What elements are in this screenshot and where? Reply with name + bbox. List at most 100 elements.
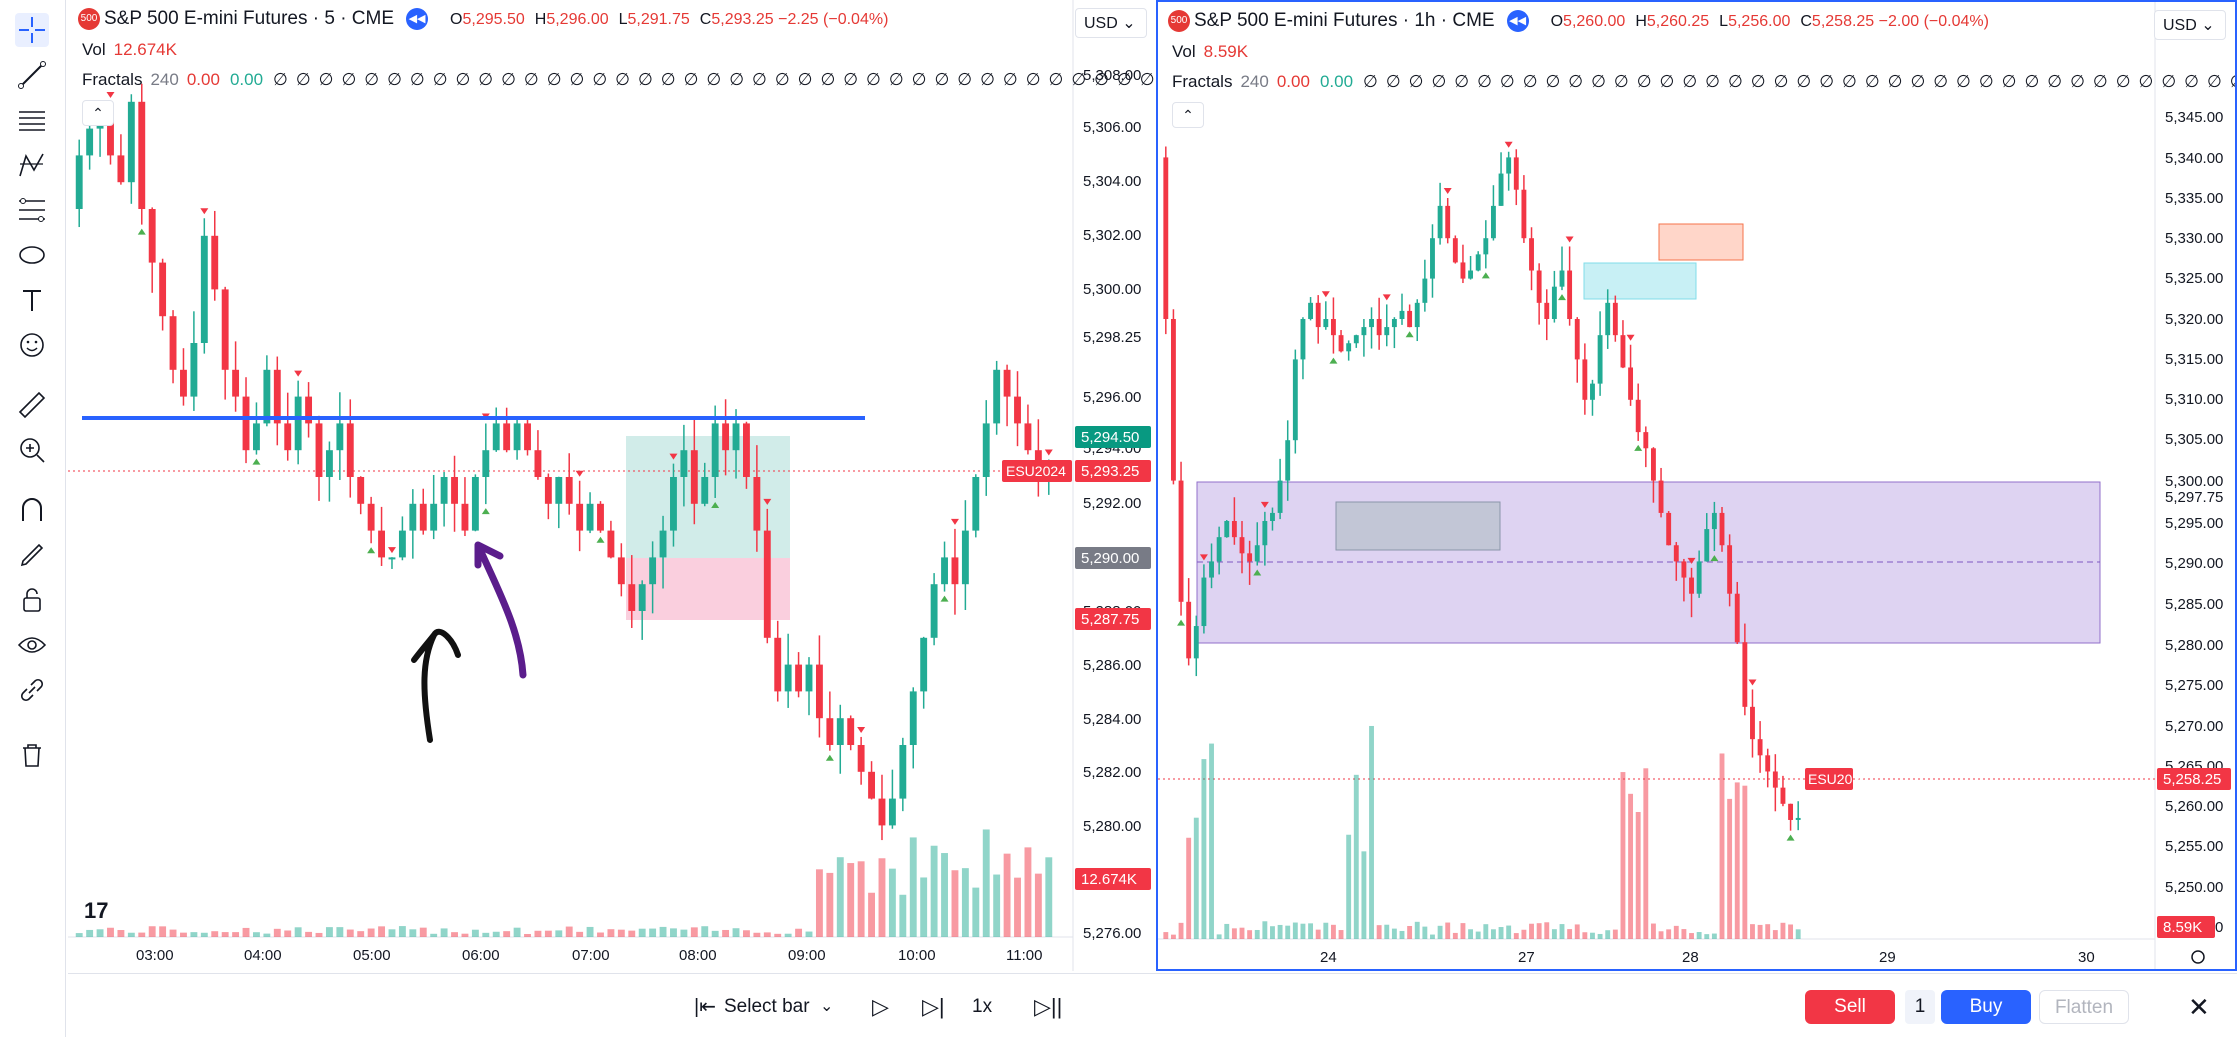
fractal-down-marker [940, 595, 949, 602]
candle-body [586, 503, 594, 531]
candle-body [492, 423, 500, 451]
price-axis-label: 5,250.00 [2165, 879, 2223, 896]
chart-canvas-1h[interactable]: 5,345.00 5,340.00 5,335.00 5,330.00 5,325.00… [1158, 2, 2235, 969]
time-axis-label: 09:00 [788, 947, 826, 964]
pattern-icon[interactable] [12, 145, 52, 185]
volume-bar [1254, 929, 1260, 939]
volume-bar [722, 929, 730, 937]
candle-body [86, 128, 94, 156]
rewind-icon[interactable]: ◀◀ [406, 8, 429, 30]
quantity-field[interactable]: 1 [1905, 990, 1935, 1024]
volume-bar [1734, 782, 1740, 939]
candle-body [127, 101, 135, 183]
trendline-icon[interactable] [12, 55, 52, 95]
link-icon[interactable] [12, 670, 52, 710]
zoom-icon[interactable] [12, 430, 52, 470]
volume-bar [617, 929, 625, 937]
candle-body [513, 423, 521, 451]
symbol-title[interactable]: S&P 500 E-mini Futures · 5 · CME [104, 8, 395, 30]
select-bar-button[interactable]: Select bar [724, 996, 810, 1017]
close-icon[interactable]: ✕ [2188, 992, 2210, 1022]
candle-body [1460, 262, 1466, 279]
jump-to-realtime-icon[interactable]: ▷|| [1034, 994, 1063, 1019]
chevron-down-icon[interactable]: ⌄ [820, 998, 834, 1015]
trash-icon[interactable] [12, 735, 52, 775]
candle-body [1170, 319, 1176, 481]
candle-body [1384, 327, 1390, 336]
chart-canvas-5m[interactable]: 5,308.00 5,306.00 5,304.00 5,302.00 5,300.00… [68, 0, 1154, 971]
fractal-up-marker [200, 208, 209, 215]
rewind-icon[interactable]: ◀◀ [1506, 10, 1529, 32]
currency-select[interactable]: USD ⌄ [1075, 8, 1147, 38]
volume-bar [211, 931, 219, 937]
volume-bar [763, 932, 771, 937]
ticker-tag-bg [1002, 460, 1072, 482]
volume-bar [576, 931, 584, 937]
price-axis-label: 5,305.00 [2165, 431, 2223, 448]
select-bar-icon[interactable]: |⇤ [694, 996, 716, 1018]
collapse-legend-button[interactable]: ⌃ [82, 100, 114, 126]
volume-bar [1216, 934, 1222, 939]
volume-bar [482, 932, 490, 937]
collapse-legend-button[interactable]: ⌃ [1172, 102, 1204, 128]
price-axis-label: 5,310.00 [2165, 391, 2223, 408]
horizontal-lines-icon[interactable] [12, 100, 52, 140]
price-axis-label: 5,284.00 [1083, 711, 1141, 728]
fib-icon[interactable] [12, 190, 52, 230]
candle-body [534, 450, 542, 477]
volume-bar [774, 933, 782, 937]
shapes-icon[interactable] [12, 235, 52, 275]
last-price-tag: 5,258.25 [2163, 771, 2221, 788]
price-axis-label: 5,306.00 [1083, 119, 1141, 136]
price-axis-label: 5,304.00 [1083, 173, 1141, 190]
currency-select[interactable]: USD ⌄ [2154, 10, 2226, 40]
volume-bar [169, 929, 177, 937]
stop-price-tag: 5,287.75 [1081, 611, 1139, 628]
play-icon[interactable]: ▷ [872, 994, 889, 1019]
chart-pane-5m[interactable]: 5,308.00 5,306.00 5,304.00 5,302.00 5,300.00… [68, 0, 1154, 971]
text-icon[interactable] [12, 280, 52, 320]
speed-button[interactable]: 1x [972, 996, 993, 1017]
candle-body [722, 423, 730, 451]
candle-body [263, 369, 271, 424]
eye-icon[interactable] [12, 625, 52, 665]
volume-bar [670, 928, 677, 937]
candle-body [1643, 432, 1649, 449]
candle-body [826, 718, 834, 745]
ruler-icon[interactable] [12, 385, 52, 425]
volume-tag-bg [2157, 916, 2215, 938]
fractal-up-marker [1565, 236, 1574, 243]
buy-button[interactable]: Buy [1941, 990, 2031, 1024]
magnet-icon[interactable] [12, 490, 52, 530]
candle-body [1277, 480, 1283, 513]
candle-body [1582, 359, 1588, 400]
candle-body [544, 477, 552, 504]
candle-body [743, 423, 750, 477]
crosshair-icon[interactable] [12, 10, 52, 50]
candle-body [899, 745, 907, 799]
candle-body [419, 503, 427, 531]
lock-drawing-icon[interactable] [12, 535, 52, 575]
candle-body [1628, 367, 1634, 400]
price-axis-label: 5,330.00 [2165, 230, 2223, 247]
fractal-up-marker [1044, 449, 1053, 456]
price-axis-label: 5,270.00 [2165, 718, 2223, 735]
candle-body [1750, 706, 1755, 740]
emoji-icon[interactable] [12, 325, 52, 365]
candle-body [1635, 399, 1641, 433]
lock-icon[interactable] [12, 580, 52, 620]
sell-button[interactable]: Sell [1805, 990, 1895, 1024]
volume-bar [148, 926, 156, 937]
fractal-down-marker [1329, 357, 1338, 364]
volume-bar [127, 932, 135, 937]
step-forward-icon[interactable]: ▷| [922, 994, 945, 1019]
chart-pane-1h[interactable]: 5,345.00 5,340.00 5,335.00 5,330.00 5,325.00… [1156, 0, 2237, 971]
candle-body [1567, 270, 1573, 319]
volume-bar [690, 927, 698, 937]
candle-body [1551, 286, 1557, 319]
candle-body [1742, 642, 1748, 707]
candle-body [1323, 319, 1329, 328]
candle-body [461, 503, 469, 531]
candle-body [1247, 553, 1253, 562]
symbol-title[interactable]: S&P 500 E-mini Futures · 1h · CME [1194, 10, 1495, 32]
